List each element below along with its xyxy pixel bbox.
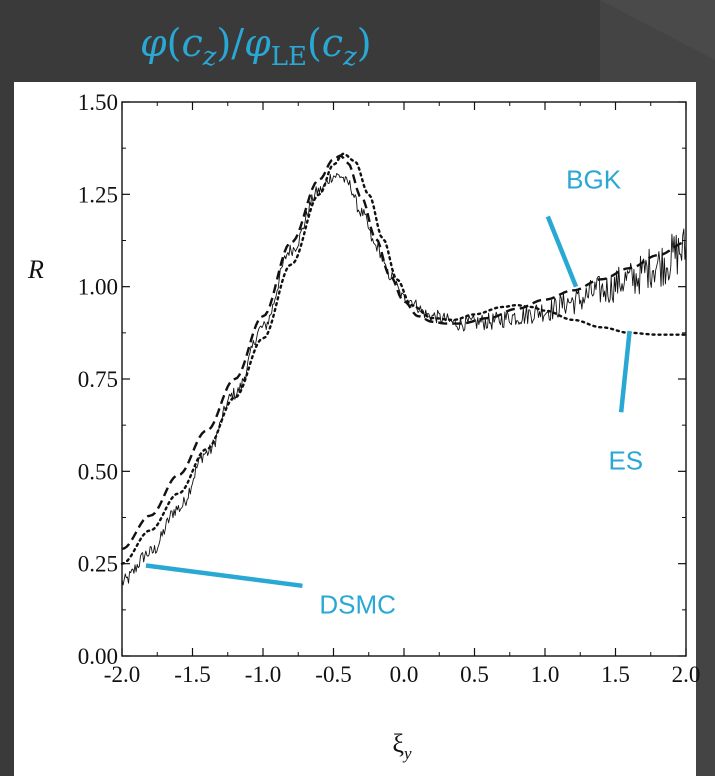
y-tick-label: 0.00	[78, 644, 118, 669]
y-tick-label: 0.25	[78, 552, 118, 577]
y-tick-labels: 0.00 0.25 0.50 0.75 1.00 1.25 1.50	[78, 90, 118, 669]
x-tick-label: 0.0	[390, 662, 419, 687]
x-tick-label: -1.5	[174, 662, 210, 687]
annotations: BGK ES DSMC	[145, 165, 643, 619]
x-tick-label: 2.0	[672, 662, 701, 687]
series-line-dsmc	[121, 173, 687, 586]
chart-title: φ(cz)/φLE(cz)	[140, 21, 372, 72]
x-tick-labels: -2.0 -1.5 -1.0 -0.5 0.0 0.5 1.0 1.5 2.0	[104, 662, 701, 687]
background-wedge	[0, 0, 715, 60]
x-tick-label: 0.5	[460, 662, 489, 687]
y-tick-label: 0.50	[78, 459, 118, 484]
annotation-label-bgk: BGK	[566, 165, 622, 195]
x-tick-label: -2.0	[104, 662, 140, 687]
x-tick-label: 1.0	[531, 662, 560, 687]
annotation-label-es: ES	[608, 445, 643, 475]
annotation-label-dsmc: DSMC	[319, 589, 396, 619]
annotation-pointer-es	[618, 330, 632, 413]
y-tick-label: 1.00	[78, 275, 118, 300]
x-axis-title: ξy	[392, 729, 412, 763]
series-line-bgk	[121, 154, 687, 551]
y-tick-label: 1.50	[78, 90, 118, 115]
x-tick-label: 1.5	[601, 662, 630, 687]
x-tick-label: -0.5	[315, 662, 351, 687]
plot-panel	[14, 82, 696, 776]
y-axis-title: R	[27, 255, 44, 284]
series-group	[120, 152, 688, 586]
x-tick-label: -1.0	[245, 662, 281, 687]
annotation-pointer-bgk	[545, 215, 579, 288]
y-tick-label: 0.75	[78, 367, 118, 392]
axis-ticks	[121, 101, 687, 657]
annotation-pointer-dsmc	[145, 563, 303, 589]
y-tick-label: 1.25	[78, 182, 118, 207]
